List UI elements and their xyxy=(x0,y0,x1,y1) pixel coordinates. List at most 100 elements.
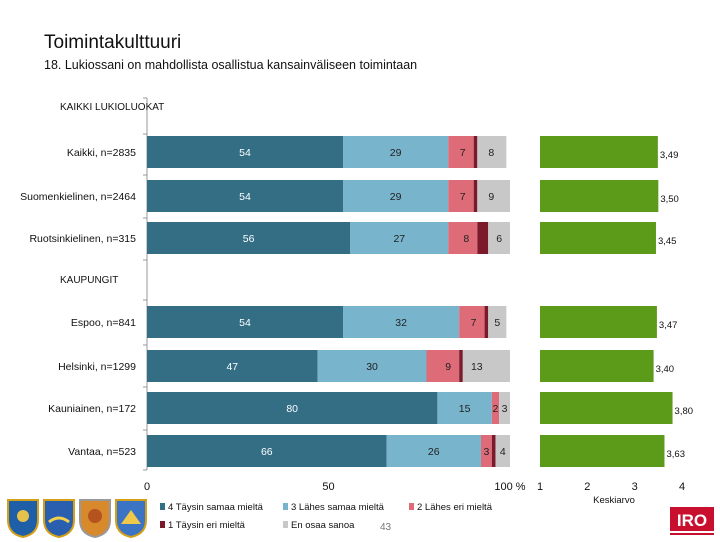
bar-segment xyxy=(147,180,344,212)
bar-segment xyxy=(473,180,478,212)
row-label: Kaikki, n=2835 xyxy=(67,147,136,159)
segment-value-label: 13 xyxy=(471,361,483,373)
bar-segment xyxy=(480,435,492,467)
bar-segment xyxy=(459,350,463,382)
segment-value-label: 7 xyxy=(471,317,477,329)
bar-segment xyxy=(488,306,507,338)
segment-value-label: 30 xyxy=(366,361,378,373)
segment-value-label: 32 xyxy=(395,317,407,329)
row-label: Vantaa, n=523 xyxy=(68,446,136,458)
segment-value-label: 54 xyxy=(239,191,251,203)
bar-segment xyxy=(495,435,510,467)
helsinki-coat-of-arms-icon xyxy=(43,499,75,538)
segment-value-label: 47 xyxy=(226,361,238,373)
bar-segment xyxy=(147,306,344,338)
mean-bar xyxy=(540,136,658,168)
mean-bar xyxy=(540,222,656,254)
x-tick-label: 0 xyxy=(144,481,150,493)
segment-value-label: 5 xyxy=(494,317,500,329)
segment-value-label: 3 xyxy=(502,403,508,415)
bar-segment xyxy=(499,392,510,424)
row-label: Espoo, n=841 xyxy=(71,317,136,329)
legend-swatch xyxy=(160,503,165,510)
mean-bar xyxy=(540,392,673,424)
page-subtitle: 18. Lukiossani on mahdollista osallistua… xyxy=(44,58,418,72)
bar-segment xyxy=(147,392,438,424)
group-label: KAIKKI LUKIOLUOKAT xyxy=(60,102,164,113)
municipal-coats-of-arms xyxy=(7,499,147,538)
bar-segment xyxy=(448,222,478,254)
segment-value-label: 29 xyxy=(390,147,402,159)
bar-segment xyxy=(448,180,474,212)
bar-segment xyxy=(343,136,449,168)
segment-value-label: 27 xyxy=(393,233,405,245)
bar-segment xyxy=(459,306,485,338)
legend-label: 3 Lähes samaa mieltä xyxy=(291,502,385,513)
mean-tick-label: 2 xyxy=(584,481,590,493)
bar-segment xyxy=(147,435,387,467)
mean-axis-title: Keskiarvo xyxy=(593,495,635,506)
espoo-coat-of-arms-icon xyxy=(7,499,39,538)
segment-value-label: 8 xyxy=(463,233,469,245)
group-label: KAUPUNGIT xyxy=(60,275,118,286)
iro-logo: IRO xyxy=(668,505,716,537)
bar-segment xyxy=(147,222,351,254)
mean-value-label: 3,63 xyxy=(666,449,685,460)
segment-value-label: 80 xyxy=(286,403,298,415)
row-label: Helsinki, n=1299 xyxy=(58,361,136,373)
segment-value-label: 54 xyxy=(239,147,251,159)
mean-tick-label: 4 xyxy=(679,481,685,493)
bar-segment xyxy=(488,222,510,254)
bar-segment xyxy=(317,350,427,382)
segment-value-label: 2 xyxy=(493,403,499,415)
segment-value-label: 26 xyxy=(428,446,440,458)
segment-value-label: 9 xyxy=(488,191,494,203)
x-tick-label: 100 % xyxy=(494,481,525,493)
segment-value-label: 9 xyxy=(445,361,451,373)
segment-value-label: 66 xyxy=(261,446,273,458)
page-title: Toimintakulttuuri xyxy=(44,32,182,53)
bar-segment xyxy=(437,392,492,424)
mean-value-label: 3,47 xyxy=(659,320,678,331)
page-number: 43 xyxy=(380,522,392,533)
segment-value-label: 3 xyxy=(483,446,489,458)
mean-bar xyxy=(540,306,657,338)
bar-segment xyxy=(147,350,318,382)
legend-swatch xyxy=(283,521,288,528)
segment-value-label: 4 xyxy=(500,446,506,458)
mean-value-label: 3,49 xyxy=(660,150,679,161)
legend-swatch xyxy=(283,503,288,510)
mean-bar xyxy=(540,350,654,382)
legend-label: 2 Lähes eri mieltä xyxy=(417,502,493,513)
mean-tick-label: 1 xyxy=(537,481,543,493)
row-label: Kauniainen, n=172 xyxy=(48,403,136,415)
bar-segment xyxy=(491,392,500,424)
mean-value-label: 3,50 xyxy=(660,194,679,205)
bar-segment xyxy=(343,306,460,338)
segment-value-label: 6 xyxy=(496,233,502,245)
legend-label: 1 Täysin eri mieltä xyxy=(168,520,246,531)
legend-label: En osaa sanoa xyxy=(291,520,355,531)
row-label: Suomenkielinen, n=2464 xyxy=(20,191,136,203)
iro-logo-text: IRO xyxy=(677,511,707,530)
bar-segment xyxy=(473,136,478,168)
mean-value-label: 3,80 xyxy=(675,406,694,417)
vantaa-coat-of-arms-icon xyxy=(115,499,147,538)
segment-value-label: 15 xyxy=(459,403,471,415)
bar-segment xyxy=(477,180,510,212)
bar-segment xyxy=(484,306,489,338)
bar-segment xyxy=(448,136,474,168)
x-tick-label: 50 xyxy=(322,481,334,493)
mean-bar xyxy=(540,180,659,212)
segment-value-label: 8 xyxy=(488,147,494,159)
bar-segment xyxy=(462,350,510,382)
segment-value-label: 7 xyxy=(460,147,466,159)
bar-segment xyxy=(491,435,496,467)
bar-segment xyxy=(350,222,449,254)
bar-segment xyxy=(426,350,460,382)
mean-value-label: 3,40 xyxy=(656,364,675,375)
bar-segment xyxy=(386,435,481,467)
kauniainen-coat-of-arms-icon xyxy=(79,499,111,538)
bar-segment xyxy=(343,180,449,212)
segment-value-label: 7 xyxy=(460,191,466,203)
